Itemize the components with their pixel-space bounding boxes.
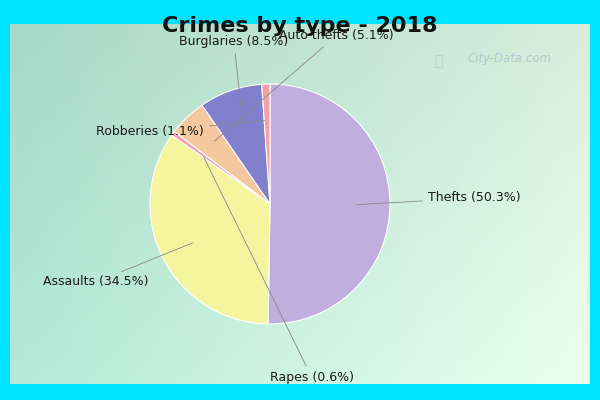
- Wedge shape: [202, 84, 270, 204]
- Text: ⦾: ⦾: [434, 54, 442, 68]
- Text: City-Data.com: City-Data.com: [468, 52, 552, 65]
- Wedge shape: [150, 135, 270, 324]
- Text: Robberies (1.1%): Robberies (1.1%): [96, 120, 265, 138]
- Wedge shape: [175, 105, 270, 204]
- Wedge shape: [268, 84, 390, 324]
- Text: Auto thefts (5.1%): Auto thefts (5.1%): [214, 30, 394, 141]
- Text: Rapes (0.6%): Rapes (0.6%): [203, 157, 354, 384]
- Text: Crimes by type - 2018: Crimes by type - 2018: [162, 16, 438, 36]
- Text: Assaults (34.5%): Assaults (34.5%): [43, 243, 193, 288]
- Wedge shape: [172, 132, 270, 204]
- Wedge shape: [262, 84, 270, 204]
- Text: Burglaries (8.5%): Burglaries (8.5%): [179, 36, 289, 122]
- Text: Thefts (50.3%): Thefts (50.3%): [357, 192, 520, 205]
